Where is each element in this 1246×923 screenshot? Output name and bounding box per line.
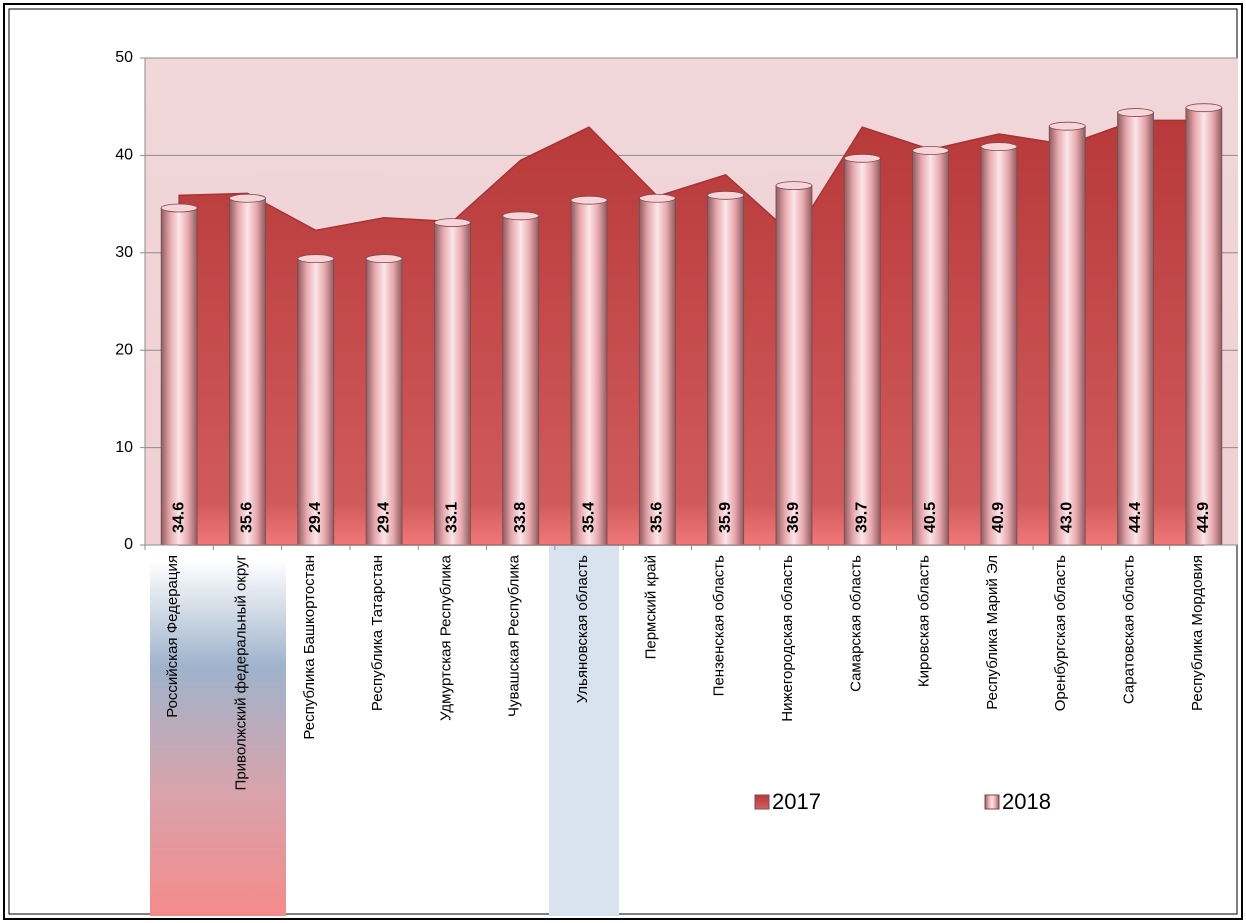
- bar-cap: [502, 211, 540, 221]
- data-label: 40.5: [922, 502, 939, 533]
- bar-cap: [980, 142, 1018, 152]
- y-tick-label: 10: [115, 439, 133, 456]
- y-tick-label: 20: [115, 341, 133, 358]
- data-label: 35.4: [580, 502, 597, 533]
- bar: [1185, 107, 1223, 546]
- data-label: 33.1: [444, 502, 461, 533]
- x-tick-label: Саратовская область: [1121, 555, 1138, 704]
- highlight: [549, 540, 619, 916]
- x-tick-label: Оренбургская область: [1052, 555, 1069, 711]
- data-label: 40.9: [990, 502, 1007, 533]
- bar-cap: [843, 153, 881, 163]
- bar: [980, 146, 1018, 546]
- bar-cap: [912, 146, 949, 155]
- bar-cap: [1048, 121, 1086, 131]
- legend-label: 2018: [1002, 789, 1051, 814]
- x-tick-label: Республика Марий Эл: [984, 555, 1001, 710]
- x-tick-label: Нижегородская область: [779, 555, 796, 722]
- x-tick-label: Ульяновская область: [574, 555, 591, 703]
- bar: [297, 258, 335, 546]
- x-tick-label: Приволжский федеральный округ: [232, 554, 249, 790]
- data-label: 33.8: [512, 502, 529, 533]
- bar: [365, 258, 403, 546]
- bar: [1117, 112, 1154, 546]
- x-tick-label: Чувашская Республика: [506, 554, 523, 717]
- x-tick-label: Пензенская область: [711, 555, 728, 696]
- data-label: 35.6: [239, 502, 256, 533]
- x-tick-label: Республика Башкортостан: [301, 555, 318, 740]
- x-tick-label: Самарская область: [847, 555, 864, 692]
- x-tick-label: Республика Мордовия: [1189, 555, 1206, 711]
- y-tick-label: 0: [124, 536, 133, 553]
- data-label: 36.9: [785, 502, 802, 533]
- x-tick-label: Республика Татарстан: [369, 555, 386, 711]
- y-tick-label: 40: [115, 147, 133, 164]
- bar: [912, 150, 949, 546]
- bar: [1048, 125, 1086, 546]
- bar-cap: [434, 218, 471, 228]
- bar: [570, 199, 608, 546]
- data-label: 29.4: [307, 502, 324, 533]
- legend-swatch: [754, 794, 770, 810]
- data-label: 44.4: [1127, 502, 1144, 533]
- data-label: 39.7: [854, 502, 871, 533]
- x-tick-label: Российская Федерация: [164, 555, 181, 718]
- bar: [775, 185, 813, 546]
- bar-cap: [570, 195, 608, 205]
- data-label: 29.4: [375, 502, 392, 533]
- bar: [229, 197, 266, 546]
- bar-cap: [160, 203, 198, 213]
- legend-label: 2017: [772, 789, 821, 814]
- bar-cap: [1185, 103, 1223, 113]
- bar-cap: [229, 193, 266, 203]
- x-tick-label: Удмуртская Республика: [437, 554, 454, 721]
- data-label: 35.6: [649, 502, 666, 533]
- data-label: 43.0: [1058, 502, 1075, 533]
- y-tick-label: 30: [115, 244, 133, 261]
- legend-swatch: [984, 794, 1000, 810]
- y-tick-label: 50: [115, 49, 133, 66]
- data-label: 44.9: [1195, 502, 1212, 533]
- bar: [707, 194, 745, 546]
- x-tick-label: Кировская область: [916, 555, 933, 687]
- bar: [434, 222, 471, 546]
- frame: [3, 3, 1243, 920]
- bar: [502, 215, 540, 546]
- bar: [160, 207, 198, 546]
- bar-cap: [707, 190, 745, 200]
- x-tick-label: Пермский край: [642, 555, 659, 659]
- bar: [843, 157, 881, 546]
- bar-cap: [1117, 108, 1154, 117]
- bar: [638, 197, 676, 546]
- data-label: 34.6: [170, 502, 187, 533]
- bar-cap: [638, 193, 676, 203]
- data-label: 35.9: [717, 502, 734, 533]
- bar-cap: [365, 254, 403, 264]
- bar-cap: [775, 181, 813, 190]
- highlight: [150, 560, 286, 916]
- bar-cap: [297, 254, 335, 264]
